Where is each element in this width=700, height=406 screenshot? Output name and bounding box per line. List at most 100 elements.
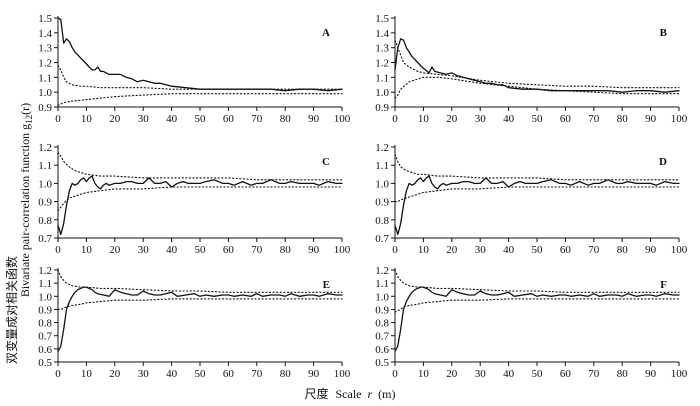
series-envelope-lower bbox=[57, 93, 343, 107]
x-tick-label: 100 bbox=[334, 113, 351, 125]
y-tick-label: 0.5 bbox=[375, 357, 389, 369]
x-tick-label: 70 bbox=[588, 113, 600, 125]
x-tick-label: 80 bbox=[280, 244, 292, 256]
y-tick-label: 1.3 bbox=[375, 43, 389, 55]
x-tick-label: 90 bbox=[645, 368, 657, 380]
y-tick-label: 0.7 bbox=[38, 233, 52, 245]
x-tick-label: 80 bbox=[617, 368, 629, 380]
x-tick-label: 40 bbox=[503, 113, 515, 125]
y-tick-label: 1.4 bbox=[375, 28, 389, 40]
panel-label: A bbox=[322, 27, 330, 39]
panel-label: E bbox=[323, 279, 330, 291]
series-observed bbox=[394, 286, 680, 353]
x-tick-label: 40 bbox=[166, 113, 178, 125]
y-tick-label: 1.2 bbox=[375, 265, 389, 277]
x-tick-label: 40 bbox=[166, 244, 178, 256]
x-tick-label: 20 bbox=[446, 113, 458, 125]
y-tick-label: 1.1 bbox=[375, 278, 389, 290]
y-tick-label: 0.9 bbox=[38, 304, 52, 316]
panel-label: C bbox=[322, 156, 330, 168]
y-tick-label: 0.5 bbox=[38, 357, 52, 369]
x-tick-label: 0 bbox=[55, 244, 61, 256]
series-envelope-lower bbox=[394, 298, 680, 313]
x-tick-label: 80 bbox=[280, 113, 292, 125]
y-tick-label: 1.0 bbox=[375, 291, 389, 303]
x-tick-label: 100 bbox=[334, 244, 351, 256]
x-axis-title: 尺度 Scale r (m) bbox=[304, 386, 395, 401]
x-tick-label: 80 bbox=[280, 368, 292, 380]
y-tick-label: 1.0 bbox=[38, 87, 52, 99]
y-tick-label: 1.0 bbox=[375, 87, 389, 99]
y-tick-label: 0.8 bbox=[38, 215, 52, 227]
x-tick-label: 50 bbox=[195, 113, 207, 125]
panel-label: B bbox=[660, 27, 668, 39]
x-tick-label: 30 bbox=[138, 244, 150, 256]
x-tick-label: 70 bbox=[251, 113, 263, 125]
series-envelope-upper bbox=[394, 269, 680, 293]
x-tick-label: 0 bbox=[392, 368, 398, 380]
x-tick-label: 20 bbox=[109, 244, 121, 256]
y-tick-label: 1.1 bbox=[38, 72, 52, 84]
x-tick-label: 20 bbox=[446, 368, 458, 380]
x-tick-label: 40 bbox=[503, 368, 515, 380]
y-tick-label: 1.0 bbox=[38, 291, 52, 303]
x-tick-label: 70 bbox=[588, 244, 600, 256]
x-tick-label: 100 bbox=[671, 244, 688, 256]
y-tick-label: 1.1 bbox=[375, 160, 389, 172]
y-tick-label: 1.2 bbox=[38, 265, 52, 277]
x-tick-label: 60 bbox=[223, 244, 235, 256]
y-tick-label: 0.7 bbox=[375, 233, 389, 245]
y-tick-label: 0.6 bbox=[375, 344, 389, 356]
x-tick-label: 10 bbox=[81, 113, 93, 125]
panel-e: 0.50.60.70.8 0.91.01.11.2 0 10 20 30 40 50 60 70 8… bbox=[38, 265, 351, 380]
x-tick-label: 30 bbox=[138, 368, 150, 380]
x-tick-label: 70 bbox=[588, 368, 600, 380]
series-envelope-lower bbox=[57, 186, 343, 212]
y-tick-label: 1.0 bbox=[38, 178, 52, 190]
series-envelope-upper bbox=[57, 269, 343, 293]
x-tick-label: 30 bbox=[475, 368, 487, 380]
y-tick-label: 0.8 bbox=[375, 215, 389, 227]
x-tick-label: 0 bbox=[392, 113, 398, 125]
y-tick-label: 1.1 bbox=[38, 278, 52, 290]
panel-a: 0.9 1.0 1.1 1.2 1.3 1.4 1.5 0 10 20 30 40 50 60 70 80 90… bbox=[38, 13, 351, 125]
y-tick-label: 0.9 bbox=[375, 197, 389, 209]
series-envelope-upper bbox=[394, 153, 680, 181]
x-tick-label: 60 bbox=[560, 113, 572, 125]
x-tick-label: 60 bbox=[223, 368, 235, 380]
series-envelope-upper bbox=[394, 39, 680, 89]
y-tick-label: 0.6 bbox=[38, 344, 52, 356]
y-axis-title-en: Bivariate pair-correlation function g12(… bbox=[18, 103, 34, 297]
x-tick-label: 20 bbox=[109, 368, 121, 380]
x-tick-label: 90 bbox=[308, 368, 320, 380]
y-tick-label: 1.1 bbox=[375, 72, 389, 84]
panel-label: F bbox=[660, 279, 667, 291]
panels: 0.91.01.11.21.31.41.50 10 20 30 40 50 60 70 80 90… bbox=[38, 13, 688, 380]
panel-b: 0.9 1.0 1.1 1.2 1.3 1.4 1.5 0 10 20 30 40 50 60 70 80 90… bbox=[375, 13, 688, 125]
y-tick-label: 0.9 bbox=[375, 304, 389, 316]
x-tick-label: 50 bbox=[195, 244, 207, 256]
y-tick-label: 1.0 bbox=[375, 178, 389, 190]
series-envelope-upper bbox=[57, 151, 343, 181]
x-tick-label: 50 bbox=[532, 244, 544, 256]
x-tick-label: 90 bbox=[308, 113, 320, 125]
x-tick-label: 60 bbox=[560, 244, 572, 256]
x-tick-label: 30 bbox=[475, 113, 487, 125]
x-tick-label: 10 bbox=[418, 113, 430, 125]
y-tick-label: 0.9 bbox=[375, 102, 389, 114]
y-tick-label: 1.2 bbox=[38, 142, 52, 154]
panel-label: D bbox=[659, 156, 667, 168]
panel-d: 0.7 0.8 0.9 1.0 1.1 1.2 0 10 20 30 40 50 60 70 80 90 100… bbox=[375, 142, 688, 256]
y-tick-label: 0.9 bbox=[38, 197, 52, 209]
x-tick-label: 10 bbox=[81, 368, 93, 380]
x-tick-label: 0 bbox=[55, 113, 61, 125]
x-tick-label: 60 bbox=[560, 368, 572, 380]
x-tick-label: 10 bbox=[81, 244, 93, 256]
x-tick-label: 50 bbox=[195, 368, 207, 380]
series-envelope-lower bbox=[57, 298, 343, 310]
series-observed bbox=[394, 175, 680, 236]
y-tick-label: 0.9 bbox=[38, 102, 52, 114]
x-tick-label: 20 bbox=[446, 244, 458, 256]
y-tick-label: 1.4 bbox=[38, 28, 52, 40]
